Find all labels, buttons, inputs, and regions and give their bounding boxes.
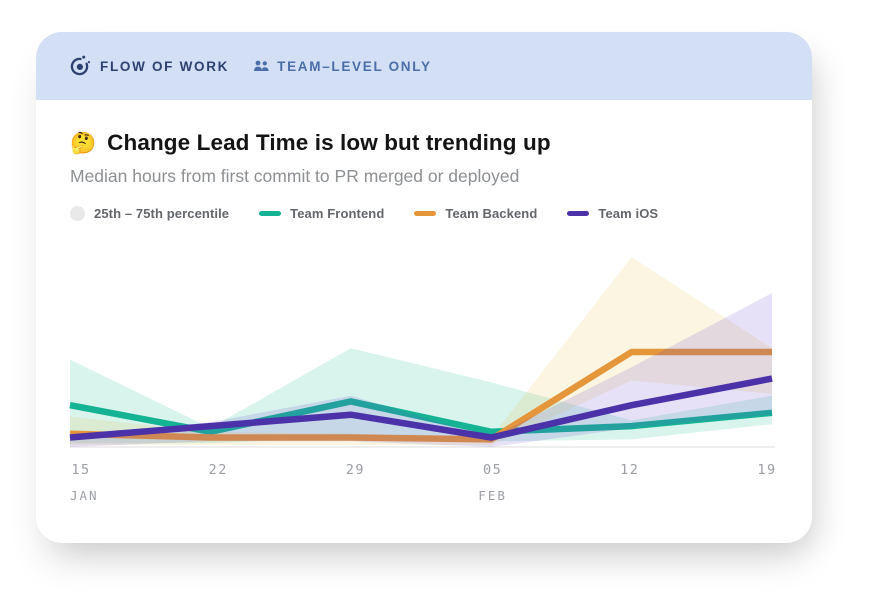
legend-item-team-backend[interactable]: Team Backend [414, 206, 537, 221]
card-header: FLOW OF WORK TEAM–LEVEL ONLY [36, 32, 812, 100]
team-backend-median-line [69, 348, 772, 443]
legend-series-label: Team Backend [445, 206, 538, 221]
team-frontend-percentile-band [70, 348, 772, 444]
page-subtitle: Median hours from first commit to PR mer… [70, 166, 520, 186]
thinking-face-emoji: 🤔 [70, 131, 97, 155]
legend-item-team-ios[interactable]: Team iOS [567, 206, 658, 221]
x-tick-label: 05 [483, 462, 502, 478]
team-level-badge: TEAM–LEVEL ONLY [253, 59, 432, 74]
team-level-badge-label: TEAM–LEVEL ONLY [277, 58, 432, 74]
x-month-label: FEB [478, 488, 507, 503]
team-people-icon [254, 60, 269, 71]
x-month-label: JAN [70, 488, 99, 503]
percentile-band-label: 25th – 75th percentile [94, 206, 230, 221]
card-content: 🤔 Change Lead Time is low but trending u… [36, 100, 812, 503]
title-row: 🤔 Change Lead Time is low but trending u… [70, 130, 778, 156]
lead-time-chart-svg: 15 22 29 05 12 19 JAN FEB [69, 257, 776, 503]
flow-of-work-logo-icon [70, 55, 90, 75]
chart-legend: 25th – 75th percentile Team Frontend Team… [70, 206, 778, 221]
legend-item-team-frontend[interactable]: Team Frontend [259, 206, 384, 221]
team-ios-percentile-band [70, 293, 772, 447]
x-tick-label: 29 [346, 462, 365, 478]
page-title: Change Lead Time is low but trending up [107, 130, 551, 155]
x-tick-label: 19 [757, 462, 776, 478]
legend-item-percentile-band: 25th – 75th percentile [70, 206, 229, 221]
team-ios-median-line [69, 375, 773, 441]
x-tick-label: 15 [71, 462, 90, 478]
brand-label: FLOW OF WORK [100, 58, 230, 74]
x-tick-label: 22 [209, 462, 228, 478]
legend-swatch [259, 211, 282, 216]
insight-card: FLOW OF WORK TEAM–LEVEL ONLY 🤔 Change Le… [36, 32, 812, 543]
legend-series-label: Team Frontend [290, 206, 385, 221]
legend-swatch [567, 211, 590, 216]
brand: FLOW OF WORK [68, 55, 229, 78]
x-tick-label: 12 [620, 462, 639, 478]
legend-series-label: Team iOS [598, 206, 659, 221]
legend-swatch [414, 211, 437, 216]
percentile-band-swatch [70, 206, 85, 221]
team-backend-percentile-band [70, 257, 772, 446]
chart-area: 15 22 29 05 12 19 JAN FEB [69, 252, 778, 503]
